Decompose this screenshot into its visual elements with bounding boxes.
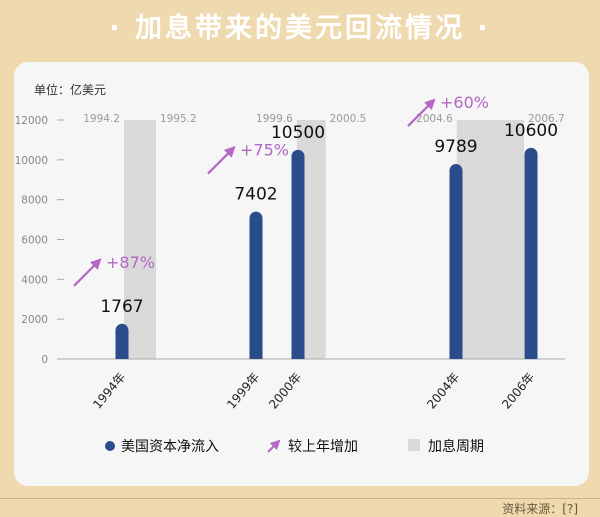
bar bbox=[249, 211, 263, 359]
legend-swatch-period bbox=[408, 439, 420, 451]
legend-swatch-arrow bbox=[267, 439, 281, 453]
y-tick-label: 10000 bbox=[15, 155, 48, 167]
growth-arrow bbox=[407, 98, 436, 127]
y-tick-label: 6000 bbox=[21, 235, 48, 247]
growth-label: +87% bbox=[106, 253, 155, 272]
bar bbox=[449, 164, 463, 359]
legend: 美国资本净流入 较上年增加 加息周期 bbox=[105, 438, 484, 455]
bar-value-label: 7402 bbox=[234, 185, 277, 205]
source-note: 资料来源：[?] bbox=[502, 502, 578, 516]
x-tick-label: 1994年 bbox=[90, 370, 128, 412]
y-tick-label: 12000 bbox=[15, 115, 48, 127]
bar-value-label: 10500 bbox=[271, 123, 325, 143]
growth-label: +60% bbox=[440, 93, 489, 112]
period-start-label: 2004.6 bbox=[416, 113, 453, 125]
bar-value-label: 10600 bbox=[504, 121, 558, 141]
bars: 1767 7402 10500 9789 10600 bbox=[100, 121, 558, 359]
y-tick-label: 4000 bbox=[21, 274, 48, 286]
y-tick-label: 0 bbox=[41, 354, 48, 366]
legend-label: 较上年增加 bbox=[288, 439, 358, 455]
x-tick-label: 2004年 bbox=[424, 370, 462, 412]
bar-value-label: 1767 bbox=[100, 297, 143, 317]
period-start-label: 1999.6 bbox=[256, 113, 293, 125]
growth-label: +75% bbox=[240, 141, 289, 160]
hike-period-band bbox=[456, 120, 524, 359]
hike-period-band bbox=[124, 120, 156, 359]
x-tick-label: 2006年 bbox=[499, 370, 537, 412]
bar bbox=[524, 147, 538, 359]
period-end-label: 2000.5 bbox=[330, 113, 367, 125]
legend-label: 加息周期 bbox=[428, 438, 484, 455]
title-bar: · 加息带来的美元回流情况 · bbox=[0, 0, 600, 50]
legend-swatch-bar bbox=[105, 441, 115, 451]
y-tick-label: 8000 bbox=[21, 195, 48, 207]
x-tick-label: 1999年 bbox=[224, 370, 262, 412]
growth-annotations: +87% +75% +60% bbox=[73, 93, 489, 287]
bar bbox=[291, 149, 305, 359]
growth-arrow bbox=[73, 258, 102, 287]
period-end-label: 1995.2 bbox=[160, 113, 197, 125]
hike-periods: 1994.2 1995.2 1999.6 2000.5 2004.6 2006.7 bbox=[83, 113, 565, 359]
period-end-label: 2006.7 bbox=[528, 113, 565, 125]
legend-label: 美国资本净流入 bbox=[121, 439, 219, 455]
growth-arrow bbox=[207, 146, 236, 175]
y-tick-label: 2000 bbox=[21, 314, 48, 326]
bar-value-label: 9789 bbox=[434, 137, 477, 157]
period-start-label: 1994.2 bbox=[83, 113, 120, 125]
footer-divider bbox=[0, 498, 600, 499]
unit-label: 单位：亿美元 bbox=[34, 82, 106, 97]
page-title: · 加息带来的美元回流情况 · bbox=[109, 12, 491, 44]
x-tick-label: 2000年 bbox=[266, 370, 304, 412]
bar bbox=[115, 323, 129, 359]
